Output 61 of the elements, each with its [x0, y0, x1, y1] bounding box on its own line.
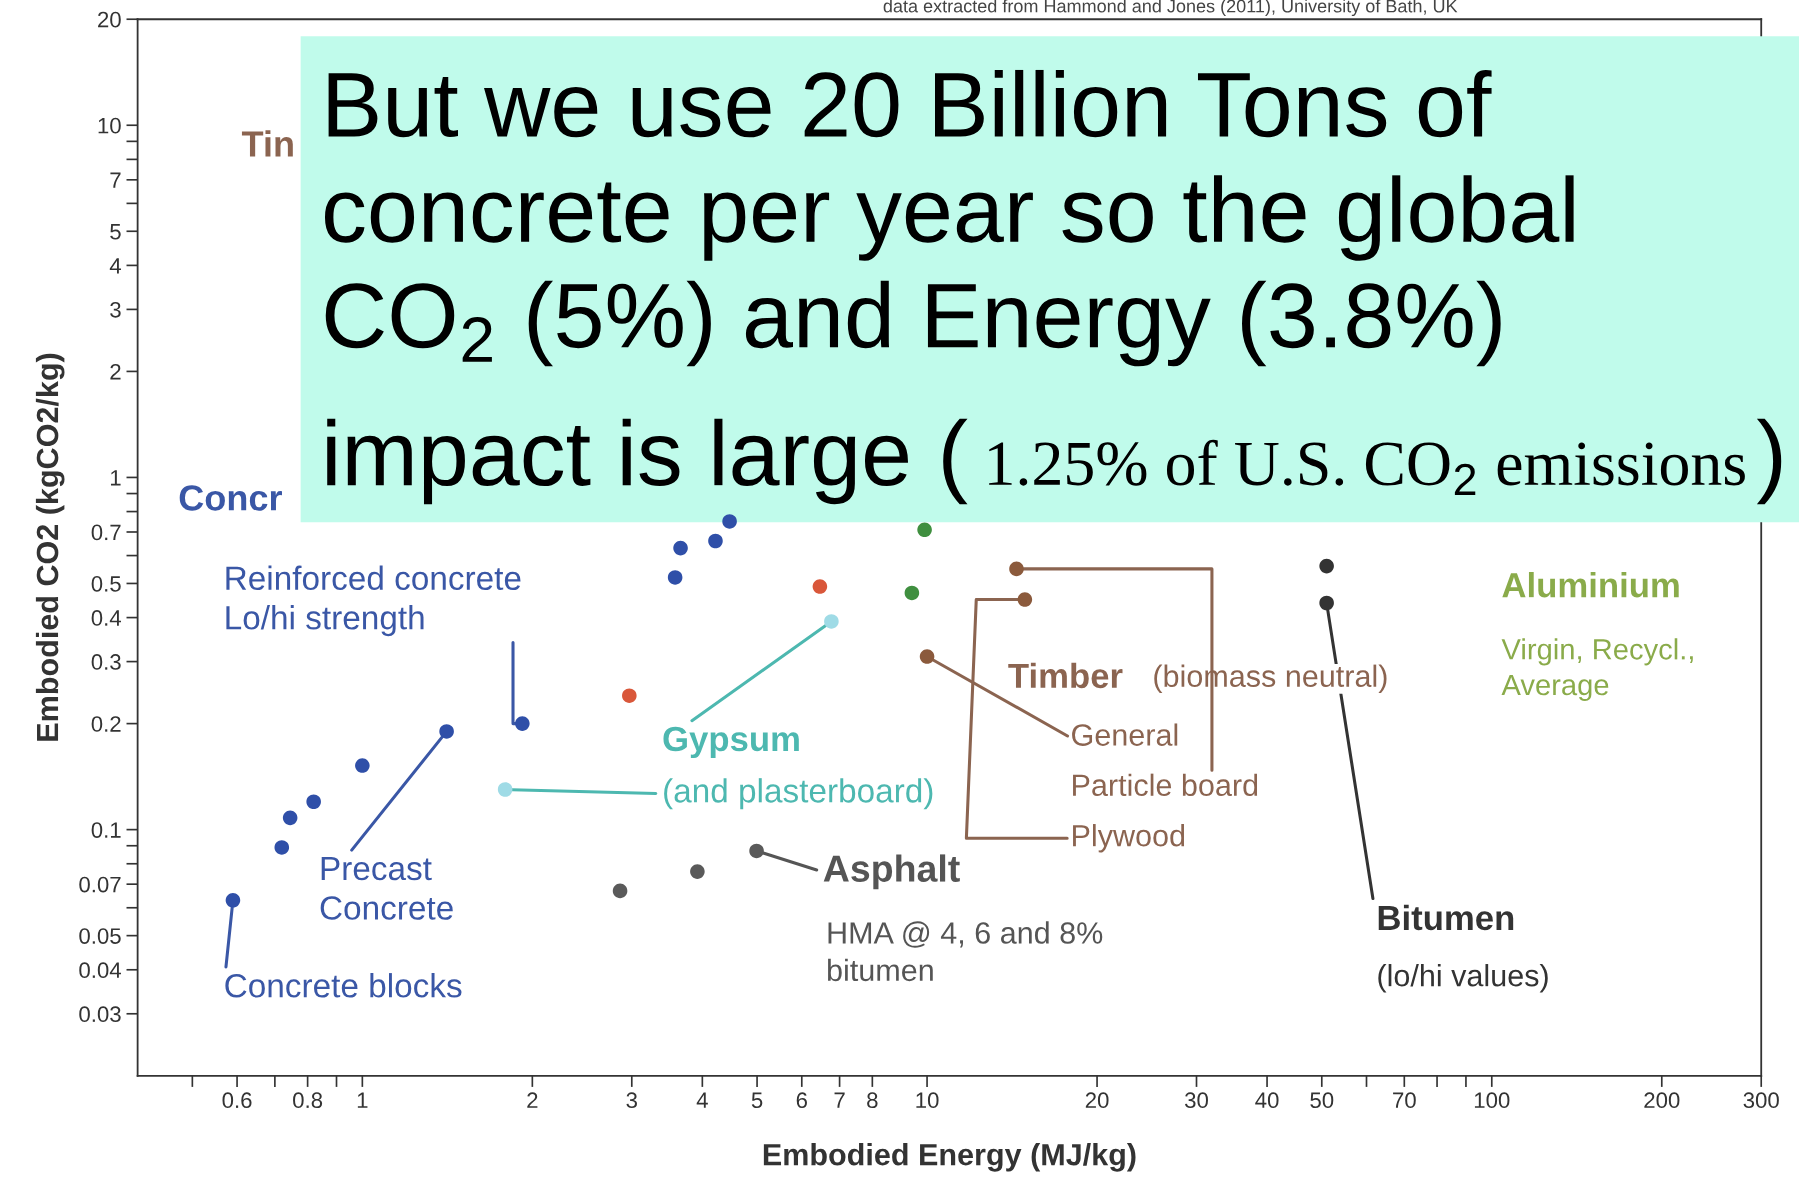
annotation: Precast Concrete	[320, 857, 453, 920]
y-tick-label: 0.04	[79, 962, 122, 979]
y-tick-label: 7	[110, 172, 121, 188]
y-tick-label: 0.1	[91, 822, 121, 838]
x-tick-label: 1	[357, 1092, 368, 1108]
annotation: Concrete blocks	[225, 973, 462, 998]
x-axis-title: Embodied Energy (MJ/kg)	[763, 1143, 1136, 1172]
annotation: )	[1756, 418, 1782, 505]
annotation: Concr	[179, 485, 282, 511]
x-tick-label: 5	[751, 1092, 763, 1109]
y-tick-label: 2	[110, 363, 121, 380]
y-tick-label: 20	[98, 11, 121, 28]
x-tick-label: 50	[1310, 1092, 1334, 1109]
annotation: impact is large (	[327, 418, 968, 505]
annotation: Virgin, Recycl., Average	[1501, 638, 1693, 702]
y-tick-label: 0.2	[91, 716, 121, 732]
x-tick-label: 10	[916, 1092, 939, 1109]
x-tick-label: 100	[1474, 1092, 1510, 1109]
y-tick-label: 0.5	[91, 575, 121, 592]
annotation: Asphalt	[823, 854, 960, 890]
x-tick-label: 0.6	[222, 1092, 252, 1109]
x-tick-label: 2	[527, 1092, 538, 1108]
annotation: Tin	[241, 130, 293, 157]
x-tick-label: 3	[626, 1092, 637, 1109]
x-tick-label: 70	[1393, 1092, 1416, 1109]
y-tick-label: 5	[110, 224, 121, 240]
x-tick-label: 7	[834, 1092, 845, 1108]
x-tick-label: 40	[1255, 1092, 1279, 1109]
y-tick-label: 0.7	[91, 524, 121, 541]
y-axis-title: Embodied CO2 (kgCO2/kg)	[35, 353, 65, 741]
annotation: But we use 20 Billion Tons of concrete per year so the global CO$_{2}$ (5%) and Energy (3.8%)	[324, 69, 1574, 367]
x-tick-label: 8	[867, 1092, 878, 1109]
x-tick-label: 0.8	[293, 1092, 323, 1109]
annotation: Gypsum	[663, 726, 799, 759]
x-tick-label: 20	[1085, 1092, 1109, 1109]
annotation: (lo/hi values)	[1378, 964, 1548, 993]
y-tick-label: 10	[98, 117, 121, 134]
annotation: HMA @ 4, 6 and 8% bitumen	[828, 921, 1103, 982]
annotation: General	[1072, 723, 1178, 746]
x-tick-label: 6	[796, 1092, 807, 1109]
x-tick-label: 30	[1184, 1092, 1208, 1109]
x-tick-label: 200	[1644, 1092, 1680, 1109]
annotation: Bitumen	[1378, 904, 1514, 931]
y-tick-label: 3	[110, 301, 121, 318]
annotation: Reinforced concrete Lo/hi strength	[226, 565, 521, 637]
text: data extracted from Hammond and Jones (2011), University of Bath, UK	[883, 0, 1458, 17]
annotation: Aluminium	[1502, 572, 1679, 598]
y-tick-label: 4	[109, 258, 121, 274]
x-tick-label: 4	[696, 1092, 708, 1108]
y-tick-label: 0.05	[79, 928, 121, 944]
x-tick-label: 300	[1743, 1092, 1779, 1109]
y-tick-label: 0.4	[91, 610, 121, 626]
y-tick-label: 0.03	[79, 1006, 121, 1023]
annotation: Timber	[1008, 662, 1123, 689]
annotation: (and plasterboard)	[664, 778, 933, 810]
annotation: 1.25% of U.S. CO$_{2}$ emissions	[989, 439, 1745, 495]
annotation: Particle board	[1073, 773, 1258, 797]
y-tick-label: 1	[110, 470, 121, 486]
annotation: Plywood	[1073, 824, 1185, 853]
y-tick-label: 0.3	[91, 654, 121, 670]
y-tick-label: 0.07	[79, 876, 121, 893]
